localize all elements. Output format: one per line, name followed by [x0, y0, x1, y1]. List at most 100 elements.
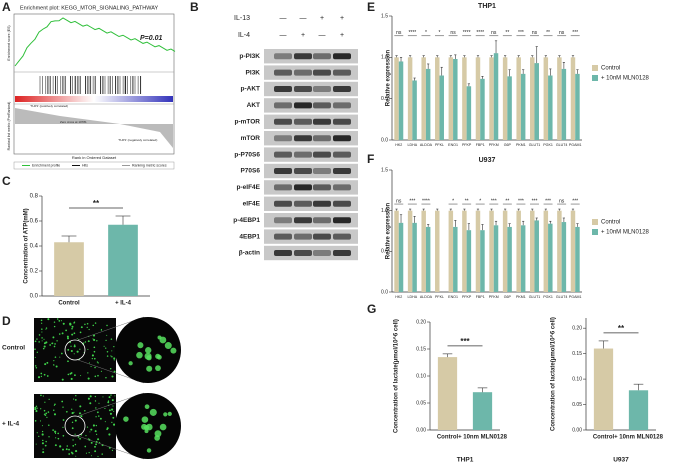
cell: [55, 365, 58, 368]
y-tick-label: 0.00: [572, 427, 582, 433]
cell: [79, 348, 81, 350]
blot-band: [333, 184, 351, 191]
cell: [109, 412, 112, 415]
cell: [87, 377, 90, 380]
cell: [106, 334, 108, 336]
cell: [100, 329, 103, 331]
cell: [95, 443, 97, 446]
legend-swatch: [592, 75, 598, 81]
chart-title: THP1: [478, 3, 496, 10]
x-tick-label: PFKP: [462, 295, 472, 299]
x-tick-label: Control: [437, 435, 459, 441]
cell: [52, 342, 54, 344]
cell: [94, 430, 97, 433]
x-tick-label: ALDOA: [420, 143, 433, 147]
cell: [72, 439, 74, 441]
cell: [34, 408, 37, 411]
legend-label: Control: [601, 66, 620, 72]
cell: [96, 411, 99, 414]
cell: [85, 434, 87, 437]
cell: [112, 405, 114, 407]
cell: [52, 429, 55, 431]
gsea-note: 'THP1' (positively correlated): [30, 104, 68, 108]
x-tick-label: HK2: [395, 295, 402, 299]
cell: [69, 322, 72, 325]
cell: [43, 373, 46, 376]
cell: [107, 401, 110, 404]
bar: [412, 222, 417, 292]
bar: [407, 57, 413, 141]
cell: [54, 343, 56, 345]
cell: [112, 416, 115, 419]
significance: ***: [518, 30, 524, 36]
cell-zoom: [164, 342, 172, 350]
cell: [84, 341, 87, 343]
cell: [42, 395, 44, 397]
treatment-sign: +: [340, 15, 344, 22]
cell: [71, 327, 73, 330]
cell-zoom: [141, 423, 148, 430]
cell: [100, 370, 103, 372]
significance: ns: [559, 198, 565, 204]
blot-band: [333, 86, 351, 92]
cell: [54, 403, 56, 406]
cell: [60, 320, 62, 322]
significance: *: [452, 198, 454, 204]
p-value: P=0.01: [140, 35, 162, 42]
y-label: Relative expression: [386, 49, 392, 106]
bar: [530, 57, 535, 141]
treatment-sign: —: [280, 15, 287, 22]
cell: [84, 323, 86, 326]
cell: [89, 431, 91, 433]
significance: ns: [491, 30, 497, 36]
cell: [95, 433, 98, 435]
cell: [34, 340, 37, 343]
bar: [448, 57, 454, 141]
cell: [88, 452, 90, 454]
cell: [104, 407, 106, 410]
bar: [425, 68, 431, 140]
y-tick-label: 0.4: [30, 244, 39, 250]
blot-band: [274, 200, 292, 207]
y-tick-label: 0.0: [381, 137, 388, 143]
cell: [53, 404, 55, 406]
significance: **: [505, 198, 509, 204]
cell: [71, 412, 74, 415]
cell-zoom: [137, 342, 144, 349]
cell: [75, 455, 77, 457]
cell: [98, 441, 101, 444]
panel-label: C: [2, 174, 11, 188]
significance: ***: [518, 198, 524, 204]
cell-zoom: [144, 352, 152, 360]
treatment-sign: —: [280, 32, 287, 39]
cell: [46, 416, 48, 418]
y-tick-label: 0.2: [30, 269, 39, 275]
cell-zoom: [146, 365, 153, 372]
bar: [466, 230, 472, 292]
legend-swatch: [592, 65, 598, 71]
cell: [90, 441, 93, 444]
blot-label: p-mTOR: [234, 119, 260, 126]
cell: [40, 375, 43, 378]
blot-band: [313, 184, 331, 191]
cell: [96, 340, 98, 342]
cell-zoom: [159, 423, 167, 431]
cell: [58, 333, 61, 335]
cell: [111, 421, 113, 424]
x-label: THP1: [457, 457, 474, 464]
x-tick-label: PGAM1: [569, 295, 582, 299]
bar: [394, 210, 399, 292]
cell-zoom: [163, 412, 168, 417]
cell: [65, 410, 68, 413]
legend-text: Ranking metric scores: [132, 163, 167, 167]
significance: ***: [572, 30, 578, 36]
cell: [34, 348, 36, 350]
gsea-y-label: Enrichment score (ES): [7, 25, 11, 60]
blot-label: AKT: [247, 102, 260, 109]
cell: [54, 432, 57, 434]
y-tick-label: 0.15: [572, 351, 582, 357]
cell: [36, 407, 38, 409]
cell-zoom: [157, 335, 162, 340]
es-curve: [14, 17, 176, 67]
